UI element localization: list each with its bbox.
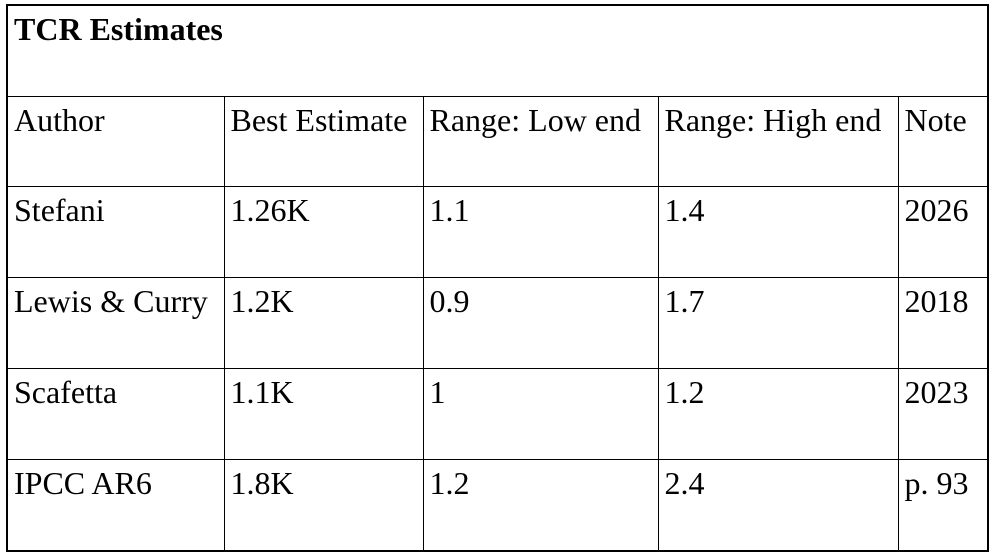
cell-best-estimate: 1.8K (223, 459, 424, 552)
cell-note: 2018 (897, 277, 989, 369)
tcr-estimates-table: TCR Estimates Author Best Estimate Range: … (6, 4, 990, 552)
column-header-range-high-end: Range: High end (657, 96, 899, 187)
cell-range-low-end: 1.2 (422, 459, 659, 552)
table-body: TCR Estimates Author Best Estimate Range: … (6, 4, 989, 552)
table-row: Lewis & Curry 1.2K 0.9 1.7 2018 (6, 277, 989, 369)
column-header-range-low-end: Range: Low end (422, 96, 659, 187)
cell-note: 2023 (897, 368, 989, 460)
cell-range-high-end: 1.7 (657, 277, 899, 369)
cell-best-estimate: 1.1K (223, 368, 424, 460)
cell-author: Lewis & Curry (6, 277, 225, 369)
cell-range-high-end: 2.4 (657, 459, 899, 552)
cell-author: Scafetta (6, 368, 225, 460)
cell-note: 2026 (897, 186, 989, 278)
cell-range-low-end: 1.1 (422, 186, 659, 278)
table-row: IPCC AR6 1.8K 1.2 2.4 p. 93 (6, 459, 989, 552)
table-title-row: TCR Estimates (6, 4, 989, 97)
column-header-note: Note (897, 96, 989, 187)
cell-author: IPCC AR6 (6, 459, 225, 552)
cell-best-estimate: 1.26K (223, 186, 424, 278)
cell-range-low-end: 1 (422, 368, 659, 460)
table-title: TCR Estimates (6, 4, 989, 97)
cell-best-estimate: 1.2K (223, 277, 424, 369)
cell-author: Stefani (6, 186, 225, 278)
cell-range-low-end: 0.9 (422, 277, 659, 369)
cell-range-high-end: 1.4 (657, 186, 899, 278)
table-header-row: Author Best Estimate Range: Low end Range: … (6, 96, 989, 187)
table-row: Scafetta 1.1K 1 1.2 2023 (6, 368, 989, 460)
cell-note: p. 93 (897, 459, 989, 552)
column-header-author: Author (6, 96, 225, 187)
cell-range-high-end: 1.2 (657, 368, 899, 460)
column-header-best-estimate: Best Estimate (223, 96, 424, 187)
table-row: Stefani 1.26K 1.1 1.4 2026 (6, 186, 989, 278)
